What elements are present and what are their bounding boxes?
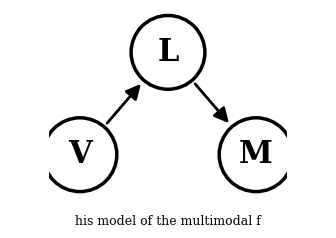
Circle shape [43, 118, 117, 192]
Text: his model of the multimodal f: his model of the multimodal f [75, 215, 261, 228]
Text: L: L [157, 37, 179, 68]
Text: M: M [239, 139, 273, 170]
Circle shape [219, 118, 293, 192]
Circle shape [131, 15, 205, 89]
Text: V: V [68, 139, 92, 170]
